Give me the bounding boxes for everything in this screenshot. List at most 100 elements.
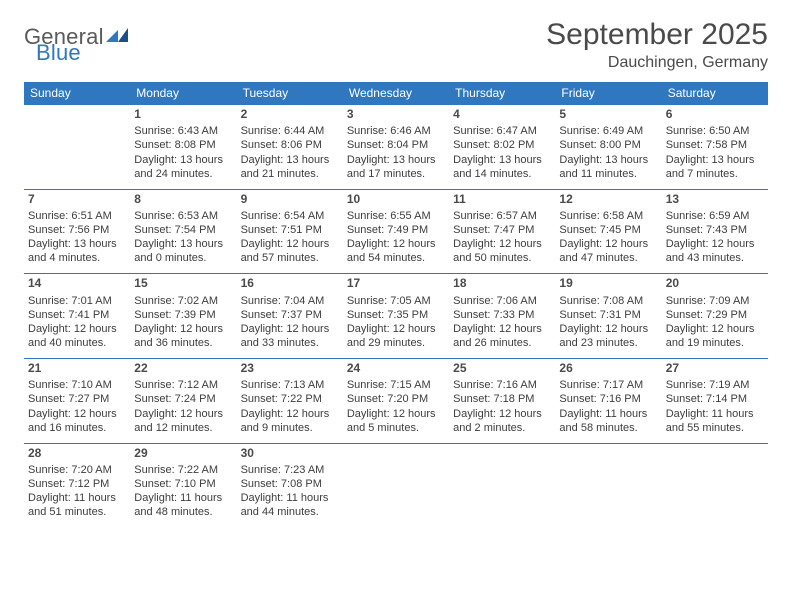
sunset-line: Sunset: 7:24 PM (134, 392, 232, 406)
weekday-header: Tuesday (237, 82, 343, 104)
calendar-cell (662, 443, 768, 528)
weekday-header: Thursday (449, 82, 555, 104)
sunrise-line: Sunrise: 6:53 AM (134, 209, 232, 223)
calendar-cell: 24Sunrise: 7:15 AMSunset: 7:20 PMDayligh… (343, 358, 449, 443)
daylight-line: Daylight: 12 hours and 26 minutes. (453, 322, 551, 350)
sunset-line: Sunset: 8:02 PM (453, 138, 551, 152)
day-number: 24 (347, 361, 445, 376)
day-number: 17 (347, 276, 445, 291)
calendar-cell: 12Sunrise: 6:58 AMSunset: 7:45 PMDayligh… (555, 189, 661, 274)
calendar-cell (555, 443, 661, 528)
day-number: 15 (134, 276, 232, 291)
sunset-line: Sunset: 7:58 PM (666, 138, 764, 152)
sunrise-line: Sunrise: 7:13 AM (241, 378, 339, 392)
day-number: 9 (241, 192, 339, 207)
sunset-line: Sunset: 7:51 PM (241, 223, 339, 237)
day-number: 14 (28, 276, 126, 291)
weekday-header: Friday (555, 82, 661, 104)
sunrise-line: Sunrise: 7:12 AM (134, 378, 232, 392)
sunrise-line: Sunrise: 6:59 AM (666, 209, 764, 223)
sunrise-line: Sunrise: 6:47 AM (453, 124, 551, 138)
daylight-line: Daylight: 12 hours and 50 minutes. (453, 237, 551, 265)
calendar-cell: 1Sunrise: 6:43 AMSunset: 8:08 PMDaylight… (130, 104, 236, 189)
sunrise-line: Sunrise: 7:22 AM (134, 463, 232, 477)
calendar-cell: 13Sunrise: 6:59 AMSunset: 7:43 PMDayligh… (662, 189, 768, 274)
calendar-cell: 17Sunrise: 7:05 AMSunset: 7:35 PMDayligh… (343, 273, 449, 358)
sunrise-line: Sunrise: 6:51 AM (28, 209, 126, 223)
sunset-line: Sunset: 7:31 PM (559, 308, 657, 322)
day-number: 22 (134, 361, 232, 376)
sunrise-line: Sunrise: 7:17 AM (559, 378, 657, 392)
daylight-line: Daylight: 12 hours and 2 minutes. (453, 407, 551, 435)
brand-name-part2: Blue (36, 40, 81, 65)
sunset-line: Sunset: 7:18 PM (453, 392, 551, 406)
calendar-cell (449, 443, 555, 528)
day-number: 25 (453, 361, 551, 376)
calendar-cell: 11Sunrise: 6:57 AMSunset: 7:47 PMDayligh… (449, 189, 555, 274)
sunset-line: Sunset: 7:47 PM (453, 223, 551, 237)
calendar-cell: 18 Sunrise: 7:06 AMSunset: 7:33 PMDayligh… (449, 273, 555, 358)
day-number: 7 (28, 192, 126, 207)
daylight-line: Daylight: 12 hours and 9 minutes. (241, 407, 339, 435)
weekday-header: Saturday (662, 82, 768, 104)
calendar-cell: 29Sunrise: 7:22 AMSunset: 7:10 PMDayligh… (130, 443, 236, 528)
sunrise-line: Sunrise: 6:57 AM (453, 209, 551, 223)
daylight-line: Daylight: 12 hours and 19 minutes. (666, 322, 764, 350)
daylight-line: Daylight: 12 hours and 16 minutes. (28, 407, 126, 435)
sunrise-line: Sunrise: 7:04 AM (241, 294, 339, 308)
day-number: 20 (666, 276, 764, 291)
day-number: 18 (453, 276, 551, 291)
day-number: 13 (666, 192, 764, 207)
daylight-line: Daylight: 12 hours and 54 minutes. (347, 237, 445, 265)
sunrise-line: Sunrise: 6:46 AM (347, 124, 445, 138)
calendar-cell (343, 443, 449, 528)
sunrise-line: Sunrise: 7:06 AM (453, 294, 551, 308)
sunrise-line: Sunrise: 6:49 AM (559, 124, 657, 138)
sunrise-line: Sunrise: 6:50 AM (666, 124, 764, 138)
calendar-cell: 6Sunrise: 6:50 AMSunset: 7:58 PMDaylight… (662, 104, 768, 189)
daylight-line: Daylight: 12 hours and 23 minutes. (559, 322, 657, 350)
daylight-line: Daylight: 12 hours and 57 minutes. (241, 237, 339, 265)
sunrise-line: Sunrise: 6:54 AM (241, 209, 339, 223)
month-title: September 2025 (546, 18, 768, 52)
weekday-header: Sunday (24, 82, 130, 104)
calendar-cell: 21Sunrise: 7:10 AMSunset: 7:27 PMDayligh… (24, 358, 130, 443)
sunset-line: Sunset: 7:45 PM (559, 223, 657, 237)
sunset-line: Sunset: 7:56 PM (28, 223, 126, 237)
calendar-cell: 10Sunrise: 6:55 AMSunset: 7:49 PMDayligh… (343, 189, 449, 274)
calendar-cell: 4Sunrise: 6:47 AMSunset: 8:02 PMDaylight… (449, 104, 555, 189)
calendar-cell: 8Sunrise: 6:53 AMSunset: 7:54 PMDaylight… (130, 189, 236, 274)
day-number: 4 (453, 107, 551, 122)
daylight-line: Daylight: 11 hours and 44 minutes. (241, 491, 339, 519)
daylight-line: Daylight: 12 hours and 29 minutes. (347, 322, 445, 350)
day-number: 6 (666, 107, 764, 122)
sunset-line: Sunset: 8:06 PM (241, 138, 339, 152)
calendar-cell: 27Sunrise: 7:19 AMSunset: 7:14 PMDayligh… (662, 358, 768, 443)
daylight-line: Daylight: 12 hours and 43 minutes. (666, 237, 764, 265)
calendar-cell: 30Sunrise: 7:23 AMSunset: 7:08 PMDayligh… (237, 443, 343, 528)
calendar-cell: 19Sunrise: 7:08 AMSunset: 7:31 PMDayligh… (555, 273, 661, 358)
location-label: Dauchingen, Germany (546, 54, 768, 72)
day-number: 29 (134, 446, 232, 461)
sunset-line: Sunset: 7:14 PM (666, 392, 764, 406)
sunset-line: Sunset: 7:12 PM (28, 477, 126, 491)
sunset-line: Sunset: 7:20 PM (347, 392, 445, 406)
calendar-cell (24, 104, 130, 189)
daylight-line: Daylight: 13 hours and 11 minutes. (559, 153, 657, 181)
sunset-line: Sunset: 7:33 PM (453, 308, 551, 322)
sunset-line: Sunset: 7:22 PM (241, 392, 339, 406)
weekday-header: Monday (130, 82, 236, 104)
calendar-cell: 5Sunrise: 6:49 AMSunset: 8:00 PMDaylight… (555, 104, 661, 189)
day-number: 2 (241, 107, 339, 122)
sunrise-line: Sunrise: 7:20 AM (28, 463, 126, 477)
sunset-line: Sunset: 7:16 PM (559, 392, 657, 406)
sunrise-line: Sunrise: 7:08 AM (559, 294, 657, 308)
day-number: 16 (241, 276, 339, 291)
day-number: 8 (134, 192, 232, 207)
sunset-line: Sunset: 7:49 PM (347, 223, 445, 237)
calendar-cell: 9 Sunrise: 6:54 AMSunset: 7:51 PMDaylight… (237, 189, 343, 274)
calendar-grid: Sunday Monday Tuesday Wednesday Thursday… (24, 82, 768, 527)
sunset-line: Sunset: 7:37 PM (241, 308, 339, 322)
day-number: 12 (559, 192, 657, 207)
sunrise-line: Sunrise: 7:05 AM (347, 294, 445, 308)
